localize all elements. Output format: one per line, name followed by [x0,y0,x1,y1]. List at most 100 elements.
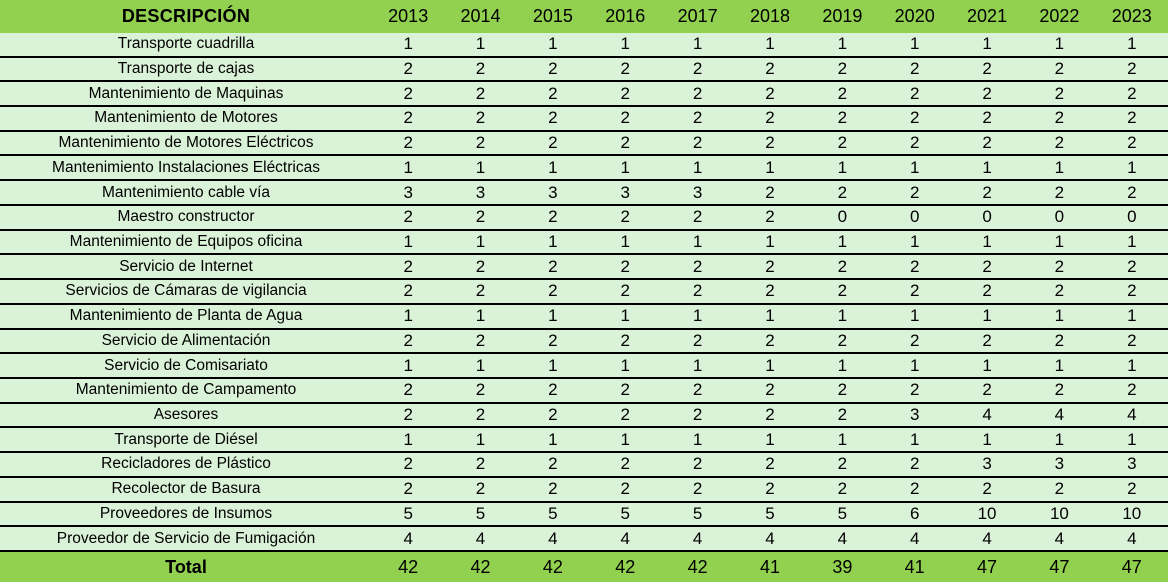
value-cell: 2 [516,56,590,83]
row-description: Asesores [0,402,372,429]
value-cell: 4 [733,526,807,552]
value-cell: 4 [950,526,1024,552]
table-row: Servicios de Cámaras de vigilancia 2 2 2 2 2 2… [0,279,1168,305]
value-cell: 2 [516,328,590,355]
year-column-header: 2017 [661,0,734,33]
value-cell: 1 [878,303,951,330]
value-cell: 2 [806,402,879,429]
value-cell: 2 [444,254,517,281]
value-cell: 2 [950,476,1024,503]
value-cell: 2 [878,476,951,503]
value-cell: 2 [1023,328,1096,355]
value-cell: 2 [589,130,662,157]
value-cell: 5 [589,501,662,528]
value-cell: 3 [516,180,590,206]
value-cell: 4 [516,526,590,552]
value-cell: 2 [950,106,1024,132]
value-cell: 2 [444,452,517,478]
value-cell: 2 [372,402,445,429]
value-cell: 1 [950,229,1024,256]
row-description: Recicladores de Plástico [0,452,372,478]
value-cell: 1 [661,427,734,454]
value-cell: 2 [878,130,951,157]
value-cell: 3 [589,180,662,206]
value-cell: 2 [516,402,590,429]
total-value-cell: 42 [372,551,445,582]
value-cell: 3 [1095,452,1168,478]
row-description: Servicios de Cámaras de vigilancia [0,279,372,305]
value-cell: 2 [444,56,517,83]
value-cell: 1 [1095,303,1168,330]
value-cell: 1 [1023,229,1096,256]
value-cell: 2 [950,254,1024,281]
value-cell: 2 [589,204,662,231]
table-row: Proveedor de Servicio de Fumigación 4 4 4 4 4… [0,526,1168,552]
value-cell: 2 [516,130,590,157]
row-description: Transporte de Diésel [0,427,372,454]
value-cell: 1 [950,33,1024,58]
value-cell: 2 [733,106,807,132]
table-row: Mantenimiento de Campamento 2 2 2 2 2 2 2 2 2 2 2 [0,377,1168,404]
value-cell: 2 [444,402,517,429]
value-cell: 1 [444,427,517,454]
value-cell: 4 [878,526,951,552]
value-cell: 1 [516,427,590,454]
table-row: Mantenimiento de Motores 2 2 2 2 2 2 2 2 2 2 2 [0,106,1168,132]
table-row: Servicio de Internet 2 2 2 2 2 2 2 2 2 2 2 [0,254,1168,281]
value-cell: 1 [372,427,445,454]
value-cell: 0 [878,204,951,231]
value-cell: 1 [372,229,445,256]
value-cell: 1 [1095,33,1168,58]
value-cell: 2 [806,56,879,83]
value-cell: 2 [444,377,517,404]
value-cell: 1 [516,353,590,379]
value-cell: 2 [372,254,445,281]
row-description: Recolector de Basura [0,476,372,503]
value-cell: 1 [1023,303,1096,330]
value-cell: 2 [661,402,734,429]
value-cell: 2 [516,106,590,132]
year-column-header: 2013 [372,0,445,33]
total-value-cell: 42 [516,551,590,582]
table-row: Recicladores de Plástico 2 2 2 2 2 2 2 2 3 3 3 [0,452,1168,478]
value-cell: 2 [878,254,951,281]
value-cell: 2 [661,452,734,478]
value-cell: 2 [1023,180,1096,206]
value-cell: 2 [733,81,807,108]
value-cell: 1 [878,155,951,182]
value-cell: 1 [444,229,517,256]
value-cell: 1 [950,427,1024,454]
value-cell: 2 [950,180,1024,206]
value-cell: 1 [589,155,662,182]
value-cell: 2 [1023,254,1096,281]
row-description: Servicio de Alimentación [0,328,372,355]
value-cell: 2 [950,81,1024,108]
value-cell: 2 [661,476,734,503]
value-cell: 1 [372,33,445,58]
value-cell: 2 [444,328,517,355]
value-cell: 3 [661,180,734,206]
value-cell: 1 [806,427,879,454]
value-cell: 2 [589,476,662,503]
value-cell: 2 [950,130,1024,157]
table-row: Mantenimiento de Maquinas 2 2 2 2 2 2 2 2 2 2 2 [0,81,1168,108]
value-cell: 2 [1095,328,1168,355]
value-cell: 2 [661,130,734,157]
table-row: Transporte de Diésel 1 1 1 1 1 1 1 1 1 1 1 [0,427,1168,454]
value-cell: 5 [516,501,590,528]
row-description: Mantenimiento de Maquinas [0,81,372,108]
value-cell: 1 [589,303,662,330]
value-cell: 2 [806,130,879,157]
value-cell: 2 [1095,377,1168,404]
value-cell: 1 [806,155,879,182]
table-row: Servicio de Comisariato 1 1 1 1 1 1 1 1 1 1 1 [0,353,1168,379]
value-cell: 5 [806,501,879,528]
value-cell: 1 [1095,155,1168,182]
value-cell: 2 [806,254,879,281]
table-row: Maestro constructor 2 2 2 2 2 2 0 0 0 0 0 [0,204,1168,231]
value-cell: 2 [950,56,1024,83]
total-value-cell: 42 [589,551,662,582]
value-cell: 0 [1095,204,1168,231]
value-cell: 2 [733,56,807,83]
value-cell: 10 [1023,501,1096,528]
